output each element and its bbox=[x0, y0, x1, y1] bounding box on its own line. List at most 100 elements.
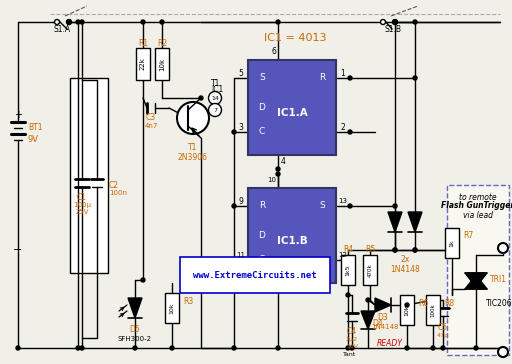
Text: 12: 12 bbox=[338, 252, 348, 258]
Text: R4: R4 bbox=[343, 245, 353, 254]
Text: 1N4148: 1N4148 bbox=[390, 265, 420, 273]
Circle shape bbox=[141, 278, 145, 282]
Text: R: R bbox=[319, 74, 325, 83]
Text: 1: 1 bbox=[340, 68, 346, 78]
Circle shape bbox=[393, 20, 397, 24]
Text: C5: C5 bbox=[438, 323, 448, 332]
Bar bbox=[426, 295, 440, 325]
Text: 100n: 100n bbox=[109, 190, 127, 196]
Text: +: + bbox=[14, 110, 22, 120]
Polygon shape bbox=[465, 275, 487, 289]
Text: R8: R8 bbox=[444, 298, 454, 308]
Text: 1k: 1k bbox=[450, 239, 455, 247]
Text: T1: T1 bbox=[188, 143, 198, 153]
Text: 47p: 47p bbox=[437, 333, 449, 339]
Text: 1N4148: 1N4148 bbox=[371, 324, 399, 330]
Circle shape bbox=[76, 346, 80, 350]
Circle shape bbox=[141, 20, 145, 24]
Text: www.ExtremeCircuits.net: www.ExtremeCircuits.net bbox=[193, 270, 317, 280]
Text: TRI1: TRI1 bbox=[490, 276, 507, 285]
Circle shape bbox=[232, 204, 236, 208]
Text: R1: R1 bbox=[138, 39, 148, 47]
Circle shape bbox=[393, 204, 397, 208]
Bar bbox=[165, 293, 179, 323]
Text: C2: C2 bbox=[109, 181, 119, 190]
Text: 10k: 10k bbox=[404, 304, 410, 316]
Text: 8: 8 bbox=[281, 285, 286, 294]
Circle shape bbox=[67, 20, 71, 24]
Text: 2N3906: 2N3906 bbox=[178, 153, 208, 162]
Bar bbox=[445, 228, 459, 258]
Text: via lead: via lead bbox=[463, 210, 493, 219]
Circle shape bbox=[346, 293, 350, 297]
Circle shape bbox=[208, 91, 222, 104]
Text: 25V: 25V bbox=[75, 209, 89, 215]
Circle shape bbox=[232, 130, 236, 134]
Circle shape bbox=[431, 346, 435, 350]
Polygon shape bbox=[408, 212, 422, 232]
Polygon shape bbox=[128, 298, 142, 318]
Circle shape bbox=[276, 167, 280, 171]
Text: IC1.A: IC1.A bbox=[276, 108, 307, 119]
Circle shape bbox=[54, 20, 59, 24]
Circle shape bbox=[76, 20, 80, 24]
Text: R: R bbox=[259, 202, 265, 210]
Circle shape bbox=[170, 346, 174, 350]
Bar bbox=[70, 78, 108, 273]
Circle shape bbox=[413, 76, 417, 80]
Circle shape bbox=[498, 243, 508, 253]
Circle shape bbox=[16, 346, 20, 350]
Circle shape bbox=[276, 346, 280, 350]
Text: C: C bbox=[259, 256, 265, 265]
Text: 13: 13 bbox=[338, 198, 348, 204]
Text: BT1: BT1 bbox=[28, 123, 42, 132]
Circle shape bbox=[350, 346, 354, 350]
Circle shape bbox=[80, 20, 84, 24]
Text: IC1 = 4013: IC1 = 4013 bbox=[264, 33, 326, 43]
Circle shape bbox=[393, 20, 397, 24]
Text: 6: 6 bbox=[271, 47, 276, 56]
Text: R2: R2 bbox=[157, 39, 167, 47]
Polygon shape bbox=[465, 273, 487, 287]
Text: 2: 2 bbox=[340, 123, 346, 131]
Bar bbox=[248, 188, 336, 283]
Text: READY: READY bbox=[377, 340, 403, 348]
Circle shape bbox=[276, 172, 280, 176]
Text: 2x: 2x bbox=[400, 256, 410, 265]
Bar bbox=[341, 255, 355, 285]
Circle shape bbox=[366, 298, 370, 302]
Circle shape bbox=[232, 346, 236, 350]
Circle shape bbox=[80, 346, 84, 350]
Circle shape bbox=[405, 346, 409, 350]
Text: 9: 9 bbox=[239, 197, 243, 206]
Circle shape bbox=[380, 20, 386, 24]
Text: 9V: 9V bbox=[28, 135, 39, 145]
Circle shape bbox=[348, 204, 352, 208]
Text: IC1: IC1 bbox=[211, 86, 223, 95]
Text: C4: C4 bbox=[347, 327, 357, 336]
Circle shape bbox=[208, 103, 222, 116]
Polygon shape bbox=[388, 212, 402, 232]
Text: 4: 4 bbox=[281, 158, 286, 166]
Circle shape bbox=[232, 258, 236, 262]
Circle shape bbox=[133, 346, 137, 350]
Circle shape bbox=[405, 303, 409, 307]
Circle shape bbox=[474, 346, 478, 350]
Circle shape bbox=[393, 248, 397, 252]
Bar bbox=[155, 48, 169, 80]
Text: D4: D4 bbox=[373, 318, 383, 328]
Text: TIC206D: TIC206D bbox=[486, 298, 512, 308]
Text: 7: 7 bbox=[213, 107, 217, 112]
Text: 100k: 100k bbox=[431, 303, 436, 317]
Text: R5: R5 bbox=[365, 245, 375, 254]
Text: 470k: 470k bbox=[368, 263, 373, 277]
Circle shape bbox=[393, 20, 397, 24]
Text: SFH300-2: SFH300-2 bbox=[118, 336, 152, 342]
Text: 100μ: 100μ bbox=[73, 202, 91, 208]
Text: 1k5: 1k5 bbox=[346, 264, 351, 276]
Text: C3: C3 bbox=[146, 114, 156, 123]
Text: C1: C1 bbox=[77, 193, 87, 202]
Text: 22k: 22k bbox=[140, 58, 146, 71]
Circle shape bbox=[393, 248, 397, 252]
Bar bbox=[447, 185, 509, 355]
